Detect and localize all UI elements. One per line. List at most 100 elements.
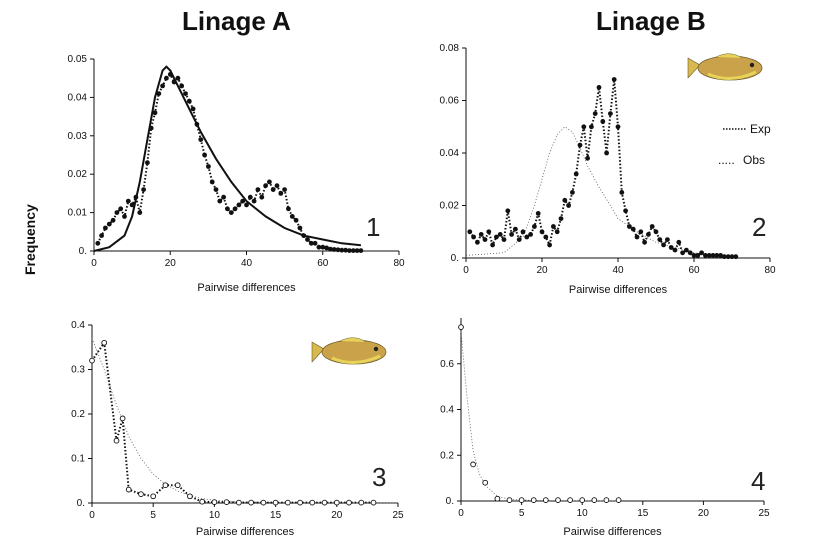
y-tick-label: 0.2 xyxy=(71,409,85,420)
x-axis-label: Pairwise differences xyxy=(563,526,662,538)
y-tick: 0.05 xyxy=(68,54,94,65)
x-tick: 25 xyxy=(758,501,770,519)
observed-point xyxy=(171,79,177,85)
panel-2: 0 20 40 60 80 0. 0.02 0.04 0.06 0.08 Pairwise diff… xyxy=(440,43,776,296)
x-tick-label: 5 xyxy=(519,508,525,519)
observed-point xyxy=(354,248,360,254)
y-tick-label: 0.4 xyxy=(71,320,85,331)
observed-point xyxy=(247,194,253,200)
observed-point xyxy=(611,77,617,82)
observed-point xyxy=(684,247,689,253)
x-tick-label: 40 xyxy=(241,258,253,269)
panel-3: 0 5 10 15 20 25 0. 0.1 0.2 0.3 0.4 Pairwise differe… xyxy=(71,320,404,538)
observed-point xyxy=(506,497,513,503)
x-tick: 0 xyxy=(91,251,97,269)
observed-point xyxy=(240,198,246,204)
panel-number-label: 1 xyxy=(366,212,380,242)
observed-point xyxy=(615,124,621,130)
observed-point xyxy=(297,225,303,231)
x-tick: 80 xyxy=(764,258,776,276)
y-tick: 0. xyxy=(451,253,466,264)
observed-point xyxy=(494,495,501,502)
y-tick-label: 0.06 xyxy=(440,96,460,107)
observed-point xyxy=(520,229,526,235)
observed-point xyxy=(259,194,265,200)
x-tick: 5 xyxy=(150,503,156,521)
observed-point xyxy=(615,497,622,503)
observed-point xyxy=(125,486,132,493)
observed-point xyxy=(316,244,322,250)
observed-point xyxy=(718,253,723,258)
y-tick-label: 0.01 xyxy=(68,208,88,219)
observed-point xyxy=(145,160,150,166)
observed-point xyxy=(347,248,352,254)
observed-point xyxy=(585,155,590,161)
x-tick-label: 80 xyxy=(393,258,405,269)
y-tick: 0.2 xyxy=(71,409,92,420)
observed-point xyxy=(309,499,316,506)
observed-point xyxy=(148,125,154,131)
observed-point xyxy=(600,119,606,124)
observed-point xyxy=(699,250,704,256)
x-tick: 10 xyxy=(209,503,221,521)
y-tick: 0.06 xyxy=(440,96,466,107)
observed-point xyxy=(672,247,678,253)
x-axis-label: Pairwise differences xyxy=(196,526,295,538)
observed-point xyxy=(535,211,541,216)
observed-point xyxy=(244,202,249,208)
observed-point xyxy=(458,324,464,330)
observed-point xyxy=(470,461,476,468)
y-tick: 0. xyxy=(77,498,92,509)
observed-point xyxy=(676,239,682,245)
observed-point xyxy=(125,198,131,204)
x-tick-label: 10 xyxy=(209,510,221,521)
observed-point xyxy=(579,497,586,503)
y-tick-label: 0.03 xyxy=(68,131,88,142)
observed-point xyxy=(267,179,272,185)
observed-point xyxy=(478,232,484,237)
observed-point xyxy=(251,198,257,204)
observed-point xyxy=(99,233,104,239)
observed-point xyxy=(358,248,364,254)
y-tick-label: 0.04 xyxy=(68,92,88,103)
observed-point xyxy=(642,239,647,245)
observed-point xyxy=(501,237,507,243)
y-tick-label: 0.05 xyxy=(68,54,88,65)
y-tick-label: 0. xyxy=(77,498,85,509)
observed-point xyxy=(321,499,328,506)
y-tick-label: 0. xyxy=(451,253,459,264)
x-tick-label: 80 xyxy=(764,265,776,276)
observed-point xyxy=(236,202,242,208)
observed-point xyxy=(297,499,303,506)
observed-series-line xyxy=(96,72,361,252)
observed-point xyxy=(562,197,568,203)
observed-point xyxy=(695,253,701,258)
observed-point xyxy=(206,164,211,169)
x-tick-label: 20 xyxy=(698,508,710,519)
observed-point xyxy=(217,198,223,204)
lineage-b-title: Linage B xyxy=(596,6,706,36)
x-tick-label: 25 xyxy=(758,508,770,519)
observed-point xyxy=(482,479,489,486)
x-tick: 15 xyxy=(637,501,649,519)
x-tick-label: 15 xyxy=(270,510,282,521)
y-tick: 0. xyxy=(79,246,94,257)
observed-point xyxy=(566,203,571,208)
observed-point xyxy=(570,190,575,195)
observed-series-line xyxy=(468,79,736,258)
observed-point xyxy=(133,194,139,200)
x-tick: 0 xyxy=(89,503,95,521)
observed-point xyxy=(343,247,348,253)
x-tick: 15 xyxy=(270,503,282,521)
observed-point xyxy=(653,229,659,235)
y-tick: 0.4 xyxy=(440,405,461,416)
observed-series-line xyxy=(91,340,374,504)
observed-point xyxy=(272,499,279,506)
y-tick-label: 0.1 xyxy=(71,454,85,465)
y-tick: 0.1 xyxy=(71,454,92,465)
observed-point xyxy=(581,124,587,130)
observed-point xyxy=(119,415,126,422)
observed-point xyxy=(524,234,530,240)
x-tick-label: 5 xyxy=(150,510,156,521)
expected-series-line xyxy=(460,331,619,502)
